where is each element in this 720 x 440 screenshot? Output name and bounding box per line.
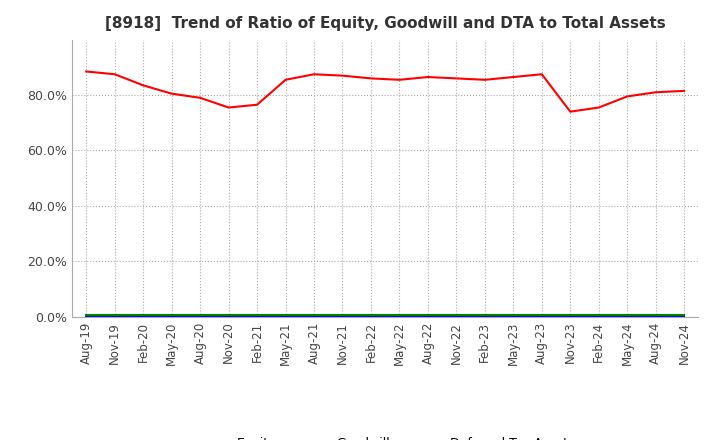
Equity <box>537 72 546 77</box>
Deferred Tax Assets <box>509 313 518 318</box>
Deferred Tax Assets <box>680 313 688 318</box>
Goodwill <box>366 314 375 319</box>
Equity <box>225 105 233 110</box>
Equity <box>480 77 489 82</box>
Goodwill <box>225 314 233 319</box>
Deferred Tax Assets <box>196 313 204 318</box>
Goodwill <box>509 314 518 319</box>
Deferred Tax Assets <box>623 313 631 318</box>
Goodwill <box>566 314 575 319</box>
Goodwill <box>167 314 176 319</box>
Goodwill <box>395 314 404 319</box>
Line: Equity: Equity <box>86 71 684 112</box>
Goodwill <box>253 314 261 319</box>
Goodwill <box>680 314 688 319</box>
Equity <box>366 76 375 81</box>
Title: [8918]  Trend of Ratio of Equity, Goodwill and DTA to Total Assets: [8918] Trend of Ratio of Equity, Goodwil… <box>105 16 665 32</box>
Deferred Tax Assets <box>110 313 119 318</box>
Equity <box>452 76 461 81</box>
Deferred Tax Assets <box>566 313 575 318</box>
Goodwill <box>452 314 461 319</box>
Equity <box>310 72 318 77</box>
Deferred Tax Assets <box>167 313 176 318</box>
Goodwill <box>282 314 290 319</box>
Deferred Tax Assets <box>139 313 148 318</box>
Goodwill <box>537 314 546 319</box>
Deferred Tax Assets <box>82 313 91 318</box>
Deferred Tax Assets <box>282 313 290 318</box>
Goodwill <box>338 314 347 319</box>
Deferred Tax Assets <box>395 313 404 318</box>
Equity <box>566 109 575 114</box>
Deferred Tax Assets <box>480 313 489 318</box>
Deferred Tax Assets <box>366 313 375 318</box>
Goodwill <box>310 314 318 319</box>
Equity <box>253 102 261 107</box>
Goodwill <box>623 314 631 319</box>
Equity <box>652 90 660 95</box>
Deferred Tax Assets <box>652 313 660 318</box>
Deferred Tax Assets <box>253 313 261 318</box>
Equity <box>282 77 290 82</box>
Equity <box>139 83 148 88</box>
Deferred Tax Assets <box>338 313 347 318</box>
Equity <box>395 77 404 82</box>
Equity <box>623 94 631 99</box>
Equity <box>338 73 347 78</box>
Equity <box>680 88 688 94</box>
Equity <box>196 95 204 100</box>
Legend: Equity, Goodwill, Deferred Tax Assets: Equity, Goodwill, Deferred Tax Assets <box>191 432 580 440</box>
Deferred Tax Assets <box>423 313 432 318</box>
Goodwill <box>110 314 119 319</box>
Equity <box>82 69 91 74</box>
Deferred Tax Assets <box>537 313 546 318</box>
Deferred Tax Assets <box>310 313 318 318</box>
Goodwill <box>652 314 660 319</box>
Equity <box>423 74 432 80</box>
Equity <box>509 74 518 80</box>
Goodwill <box>423 314 432 319</box>
Goodwill <box>82 314 91 319</box>
Deferred Tax Assets <box>595 313 603 318</box>
Equity <box>595 105 603 110</box>
Goodwill <box>196 314 204 319</box>
Deferred Tax Assets <box>225 313 233 318</box>
Goodwill <box>595 314 603 319</box>
Goodwill <box>480 314 489 319</box>
Equity <box>110 72 119 77</box>
Goodwill <box>139 314 148 319</box>
Equity <box>167 91 176 96</box>
Deferred Tax Assets <box>452 313 461 318</box>
